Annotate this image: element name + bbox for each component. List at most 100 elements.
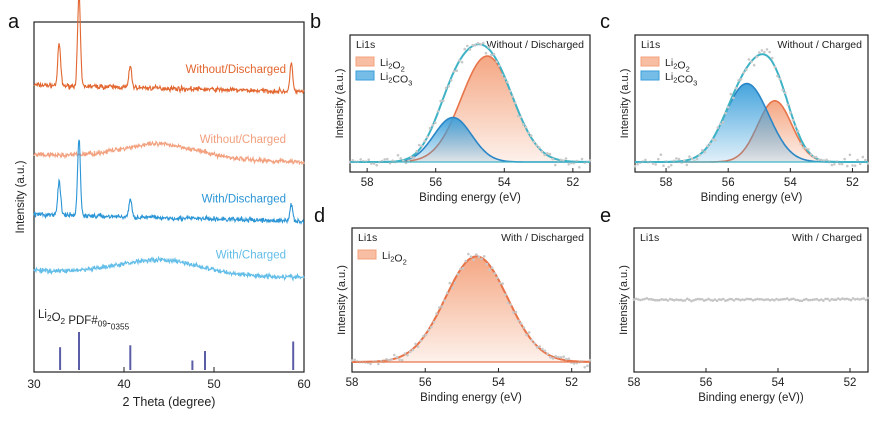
- raw-data-point-b: [431, 123, 435, 127]
- raw-data-point-d: [435, 312, 438, 315]
- raw-data-point-b: [367, 158, 371, 161]
- raw-data-point-b: [399, 157, 403, 160]
- raw-data-point-c: [804, 147, 808, 150]
- legend-swatch-b: [355, 70, 375, 81]
- raw-data-point-c: [719, 122, 722, 126]
- raw-data-point-e: [696, 297, 700, 301]
- xrd-series-line: [33, 140, 305, 166]
- raw-data-point-e: [730, 297, 734, 301]
- raw-data-point-c: [789, 111, 792, 114]
- raw-data-point-d: [416, 345, 420, 348]
- raw-data-point-e: [688, 298, 691, 302]
- raw-data-point-b: [468, 48, 472, 51]
- raw-data-point-d: [477, 255, 481, 259]
- raw-data-point-b: [530, 134, 533, 137]
- raw-data-point-d: [567, 357, 571, 361]
- raw-data-point-b: [516, 114, 520, 118]
- raw-data-point-e: [751, 299, 755, 302]
- element-label-b: Li1s: [356, 39, 375, 51]
- legend-label-b: Li2CO3: [380, 71, 412, 87]
- raw-data-point-e: [666, 299, 670, 302]
- raw-data-point-d: [482, 254, 486, 258]
- raw-data-point-c: [807, 148, 810, 151]
- raw-data-point-e: [664, 298, 668, 301]
- x-tick-label-c: 56: [722, 177, 735, 189]
- raw-data-point-c: [760, 49, 764, 52]
- raw-data-point-e: [643, 297, 646, 301]
- raw-data-point-c: [706, 144, 709, 148]
- legend-label-c: Li2CO3: [665, 71, 697, 87]
- raw-data-point-e: [798, 299, 802, 303]
- raw-data-point-e: [794, 298, 797, 302]
- legend-label-b: Li2O2: [380, 57, 405, 73]
- raw-data-point-e: [728, 297, 731, 301]
- raw-data-point-e: [856, 297, 859, 301]
- raw-data-point-d: [398, 358, 401, 362]
- raw-data-point-b: [386, 157, 389, 161]
- raw-data-point-d: [414, 342, 417, 346]
- raw-data-point-b: [506, 80, 509, 84]
- raw-data-point-e: [717, 298, 721, 301]
- raw-data-point-e: [858, 298, 861, 301]
- peak-component-fill-b: [350, 56, 590, 162]
- y-axis-label-b: Intensity (a.u.): [334, 69, 346, 139]
- raw-data-point-d: [403, 352, 407, 355]
- raw-data-point-e: [805, 297, 808, 301]
- raw-data-point-d: [527, 331, 531, 334]
- raw-data-point-c: [783, 91, 787, 94]
- raw-data-point-e: [813, 298, 817, 301]
- raw-data-point-c: [657, 157, 660, 161]
- raw-data-point-d: [586, 364, 589, 368]
- raw-data-point-d: [393, 353, 396, 357]
- raw-data-point-c: [799, 142, 802, 145]
- raw-data-point-c: [770, 56, 774, 60]
- panel-label-b: b: [310, 11, 321, 33]
- raw-data-point-e: [832, 298, 836, 302]
- x-tick-label-b: 54: [498, 177, 511, 189]
- element-label-d: Li1s: [358, 232, 377, 244]
- panel-a: a 30 40 50 60 2 Theta (degree) Intensity (a.u.…: [8, 0, 311, 409]
- raw-data-point-e: [713, 298, 717, 301]
- raw-data-point-b: [466, 44, 469, 48]
- raw-data-point-e: [709, 298, 712, 302]
- raw-data-point-e: [762, 298, 766, 302]
- raw-data-point-e: [641, 298, 644, 301]
- raw-data-point-e: [749, 297, 753, 301]
- panel-label-e: e: [600, 205, 611, 227]
- raw-data-point-c: [848, 153, 852, 157]
- raw-data-point-e: [851, 297, 855, 300]
- raw-data-point-e: [683, 299, 687, 302]
- raw-data-point-b: [476, 42, 480, 45]
- raw-data-point-b: [508, 89, 512, 93]
- raw-data-point-e: [739, 298, 742, 302]
- x-tick-label-c: 54: [784, 177, 797, 189]
- raw-data-point-d: [572, 362, 576, 365]
- raw-data-point-d: [562, 355, 565, 359]
- raw-data-point-e: [668, 297, 672, 301]
- raw-data-point-c: [726, 105, 730, 109]
- legend-swatch-c: [640, 56, 660, 67]
- raw-data-point-b: [484, 51, 488, 55]
- raw-data-point-e: [726, 298, 729, 302]
- raw-data-point-b: [538, 146, 541, 149]
- raw-data-point-e: [651, 298, 655, 302]
- raw-data-point-e: [864, 298, 868, 302]
- raw-data-point-e: [637, 298, 640, 301]
- raw-data-point-e: [698, 297, 702, 301]
- raw-data-point-d: [496, 276, 499, 280]
- raw-data-point-c: [814, 155, 818, 159]
- raw-data-point-b: [527, 131, 530, 135]
- raw-data-point-d: [501, 282, 505, 285]
- raw-data-point-d: [530, 338, 534, 342]
- raw-data-point-e: [760, 298, 763, 301]
- xrd-series-line: [33, 139, 305, 226]
- x-tick-label-d: 54: [492, 377, 505, 389]
- raw-data-point-c: [644, 158, 647, 162]
- panel-label-c: c: [600, 11, 610, 33]
- raw-data-point-e: [747, 297, 751, 301]
- raw-data-point-c: [791, 118, 795, 122]
- raw-data-point-d: [543, 349, 547, 353]
- raw-data-point-c: [662, 164, 665, 167]
- x-axis-label-a: 2 Theta (degree): [123, 395, 216, 409]
- raw-data-point-d: [493, 272, 497, 275]
